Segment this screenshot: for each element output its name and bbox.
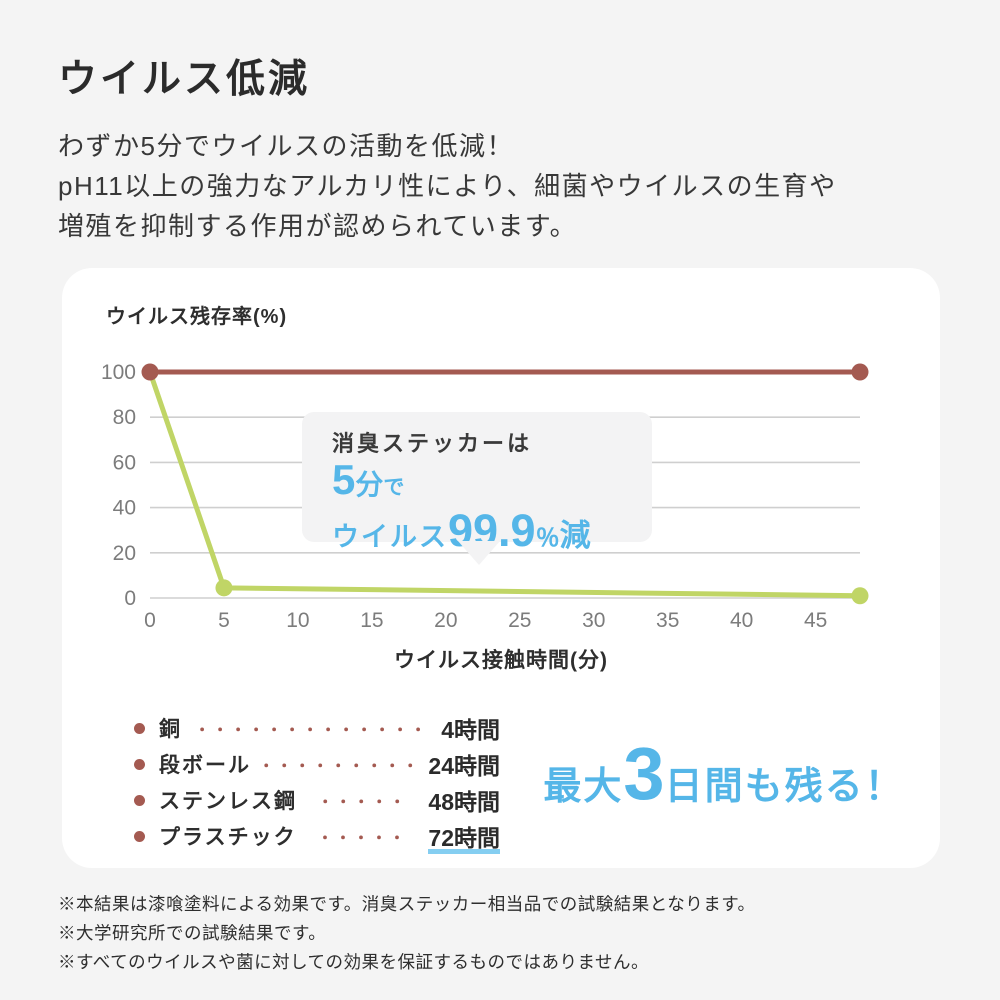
svg-text:35: 35 <box>656 609 679 632</box>
svg-text:20: 20 <box>434 609 457 632</box>
svg-text:5: 5 <box>218 609 230 632</box>
dot-leader: ・・・・・・・・・・・・・ <box>194 721 429 739</box>
list-item: ステンレス鋼 ・・・・・ 48時間 <box>134 782 500 818</box>
material-label: 銅 <box>159 718 182 741</box>
svg-text:40: 40 <box>113 497 136 520</box>
highlight-prefix: 最大 <box>543 766 624 808</box>
highlight-text: 最大3日間も残る！ <box>514 732 934 837</box>
footnote-line: ※すべてのウイルスや菌に対しての効果を保証するものではありません。 <box>58 952 650 972</box>
svg-text:60: 60 <box>113 451 136 474</box>
callout-de: で <box>383 476 405 499</box>
list-item: 段ボール ・・・・・・・・・ 24時間 <box>134 746 500 782</box>
highlight-big-number: 3 <box>623 732 665 815</box>
svg-text:100: 100 <box>101 361 136 384</box>
intro-line: 増殖を抑制する作用が認められています。 <box>58 211 578 241</box>
bullet-icon <box>134 794 145 806</box>
callout-percent-sign: ％ <box>535 525 560 552</box>
svg-text:15: 15 <box>360 609 383 632</box>
intro-line: pH11以上の強力なアルカリ性により、細菌やウイルスの生育や <box>58 171 837 201</box>
chart-card: ウイルス残存率(%) 100 80 60 40 20 0 0 5 10 15 20 25 30 35 40 4… <box>62 268 940 868</box>
callout-heading: 消臭ステッカーは <box>332 431 533 456</box>
dot-leader: ・・・・・・・・・ <box>258 757 421 775</box>
footnotes: ※本結果は漆喰塗料による効果です。消臭ステッカー相当品での試験結果となります。 … <box>58 890 755 977</box>
material-label: ステンレス鋼 <box>159 790 297 813</box>
intro-line: わずか5分でウイルスの活動を低減！ <box>58 131 514 161</box>
callout-minutes-unit: 分 <box>355 469 384 500</box>
list-item: プラスチック ・・・・・ 72時間 <box>134 818 500 854</box>
page-title: ウイルス低減 <box>58 58 311 101</box>
material-label: プラスチック <box>159 826 297 849</box>
list-item: 銅 ・・・・・・・・・・・・・ 4時間 <box>134 710 500 746</box>
callout-minutes: 5分で <box>332 458 652 512</box>
svg-text:0: 0 <box>124 587 136 610</box>
highlight-suffix: 日間も残る！ <box>664 766 905 808</box>
bullet-icon <box>134 722 145 734</box>
bullet-icon <box>134 758 145 770</box>
footnote-line: ※本結果は漆喰塗料による効果です。消臭ステッカー相当品での試験結果となります。 <box>58 894 756 914</box>
material-label: 段ボール <box>159 754 251 777</box>
duration-value-highlighted: 72時間 <box>428 819 500 854</box>
callout-result: ウイルス99.9％減 <box>332 508 652 565</box>
svg-text:20: 20 <box>113 542 136 565</box>
duration-value: 4時間 <box>441 717 500 743</box>
duration-value: 48時間 <box>428 789 500 815</box>
callout-bubble: 消臭ステッカーは 5分で ウイルス99.9％減 <box>302 412 652 565</box>
callout-reduction-label: 減 <box>559 518 591 553</box>
dot-leader: ・・・・・ <box>317 793 408 811</box>
chart-x-axis-label: ウイルス接触時間(分) <box>394 649 608 672</box>
intro-text: わずか5分でウイルスの活動を低減！ pH11以上の強力なアルカリ性により、細菌や… <box>58 126 837 246</box>
svg-text:10: 10 <box>286 609 309 632</box>
svg-text:80: 80 <box>113 406 136 429</box>
callout-virus-label: ウイルス <box>332 522 448 552</box>
svg-text:45: 45 <box>804 609 827 632</box>
callout-tail <box>458 541 500 565</box>
chart-y-axis-label: ウイルス残存率(%) <box>106 306 288 328</box>
svg-text:25: 25 <box>508 609 531 632</box>
callout-big-number: 5 <box>332 456 356 503</box>
bullet-icon <box>134 830 145 842</box>
duration-value: 24時間 <box>428 753 500 779</box>
svg-text:40: 40 <box>730 609 753 632</box>
dot-leader: ・・・・・ <box>317 829 408 847</box>
material-duration-list: 銅 ・・・・・・・・・・・・・ 4時間 段ボール ・・・・・・・・・ 24時間 … <box>134 710 500 854</box>
svg-text:30: 30 <box>582 609 605 632</box>
footnote-line: ※大学研究所での試験結果です。 <box>58 923 327 943</box>
svg-text:0: 0 <box>144 609 156 632</box>
